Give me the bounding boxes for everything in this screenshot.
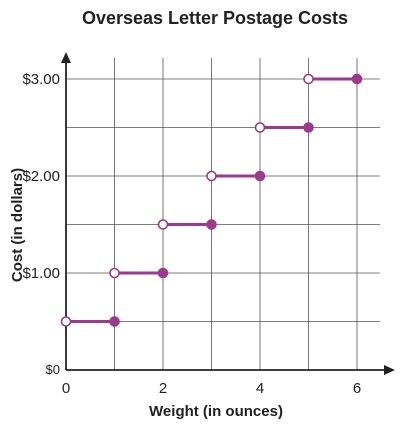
x-axis-title: Weight (in ounces): [149, 403, 283, 420]
closed-endpoint: [109, 316, 120, 327]
x-tick-label: 0: [62, 380, 70, 397]
y-axis-title: Cost (in dollars): [9, 168, 26, 282]
chart-title: Overseas Letter Postage Costs: [82, 8, 348, 28]
closed-endpoint: [206, 219, 217, 230]
tick-labels: 0 2 4 6 $0 $1.00 $2.00 $3.00: [22, 71, 361, 397]
y-tick-label: $0: [46, 362, 60, 377]
open-endpoint: [157, 219, 169, 230]
series: [60, 73, 363, 327]
open-endpoint: [109, 267, 120, 279]
open-endpoint: [303, 73, 314, 85]
closed-endpoint: [254, 170, 266, 182]
y-tick-label: $3.00: [22, 71, 60, 88]
closed-endpoint: [157, 267, 169, 279]
closed-endpoint: [303, 122, 314, 133]
x-tick-label: 4: [256, 380, 264, 397]
open-endpoint: [206, 170, 217, 182]
y-tick-label: $2.00: [22, 168, 60, 185]
y-axis-arrow: [61, 52, 71, 63]
x-tick-label: 6: [353, 380, 361, 397]
y-tick-label: $1.00: [22, 265, 60, 282]
x-axis-arrow: [384, 365, 395, 375]
closed-endpoint: [351, 73, 363, 85]
open-endpoint: [254, 122, 266, 133]
axes: [61, 52, 395, 375]
open-endpoint: [60, 316, 72, 327]
x-tick-label: 2: [159, 380, 167, 397]
grid: [66, 58, 380, 370]
